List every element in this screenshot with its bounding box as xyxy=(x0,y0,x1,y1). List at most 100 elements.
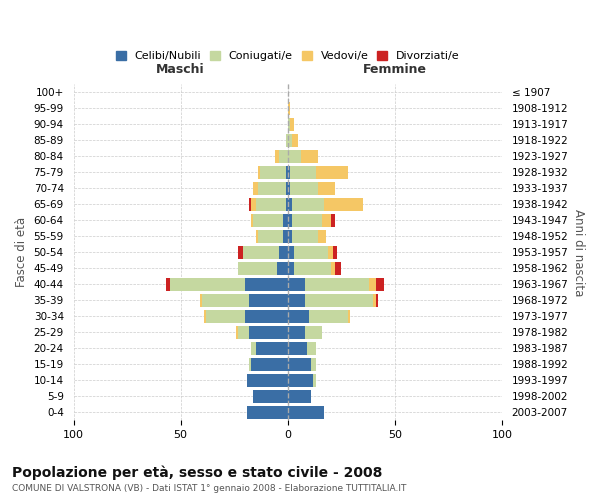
Bar xyxy=(253,182,258,194)
Bar xyxy=(287,342,307,354)
Bar xyxy=(305,294,373,306)
Bar xyxy=(238,262,277,274)
Bar xyxy=(369,278,376,290)
Bar xyxy=(245,278,287,290)
Bar xyxy=(249,294,287,306)
Bar xyxy=(373,294,376,306)
Bar xyxy=(287,358,311,370)
Bar xyxy=(200,294,202,306)
Bar xyxy=(287,150,301,162)
Bar xyxy=(287,102,290,115)
Bar xyxy=(287,262,294,274)
Bar xyxy=(245,310,287,322)
Bar xyxy=(287,230,292,242)
Bar xyxy=(322,214,331,226)
Bar xyxy=(317,230,326,242)
Bar xyxy=(294,246,328,258)
Bar xyxy=(279,150,287,162)
Y-axis label: Fasce di età: Fasce di età xyxy=(15,218,28,288)
Bar xyxy=(307,342,316,354)
Bar xyxy=(286,182,287,194)
Bar xyxy=(258,230,283,242)
Bar xyxy=(376,294,377,306)
Bar xyxy=(290,166,316,178)
Bar xyxy=(238,246,243,258)
Bar xyxy=(311,358,316,370)
Bar xyxy=(256,342,287,354)
Bar xyxy=(287,118,290,130)
Bar xyxy=(253,214,283,226)
Bar xyxy=(316,166,347,178)
Bar xyxy=(287,166,290,178)
Bar xyxy=(287,278,305,290)
Bar xyxy=(249,198,251,210)
Bar xyxy=(292,214,322,226)
Bar xyxy=(287,182,290,194)
Bar xyxy=(258,166,260,178)
Bar xyxy=(287,214,292,226)
Bar xyxy=(309,310,347,322)
Legend: Celibi/Nubili, Coniugati/e, Vedovi/e, Divorziati/e: Celibi/Nubili, Coniugati/e, Vedovi/e, Di… xyxy=(111,46,464,66)
Bar xyxy=(331,262,335,274)
Bar xyxy=(287,326,305,338)
Bar xyxy=(286,134,287,146)
Bar xyxy=(279,246,287,258)
Text: Popolazione per età, sesso e stato civile - 2008: Popolazione per età, sesso e stato civil… xyxy=(12,466,382,480)
Bar xyxy=(313,374,316,386)
Bar xyxy=(204,310,206,322)
Bar xyxy=(347,310,350,322)
Bar xyxy=(287,294,305,306)
Bar xyxy=(292,134,298,146)
Text: COMUNE DI VALSTRONA (VB) - Dati ISTAT 1° gennaio 2008 - Elaborazione TUTTITALIA.: COMUNE DI VALSTRONA (VB) - Dati ISTAT 1°… xyxy=(12,484,406,493)
Bar xyxy=(170,278,245,290)
Bar xyxy=(256,198,286,210)
Bar xyxy=(287,198,292,210)
Bar xyxy=(251,198,256,210)
Bar xyxy=(256,230,258,242)
Bar xyxy=(287,374,313,386)
Bar xyxy=(324,198,362,210)
Bar xyxy=(290,118,294,130)
Text: Femmine: Femmine xyxy=(363,64,427,76)
Bar xyxy=(236,326,238,338)
Bar xyxy=(292,198,324,210)
Bar xyxy=(247,374,287,386)
Bar xyxy=(283,230,287,242)
Bar xyxy=(238,326,249,338)
Bar xyxy=(251,358,287,370)
Y-axis label: Anni di nascita: Anni di nascita xyxy=(572,208,585,296)
Text: Maschi: Maschi xyxy=(156,64,205,76)
Bar xyxy=(376,278,384,290)
Bar xyxy=(206,310,245,322)
Bar xyxy=(243,246,279,258)
Bar xyxy=(287,406,324,418)
Bar xyxy=(253,390,287,402)
Bar xyxy=(292,230,317,242)
Bar xyxy=(247,406,287,418)
Bar xyxy=(277,262,287,274)
Bar xyxy=(301,150,317,162)
Bar xyxy=(335,262,341,274)
Bar xyxy=(251,342,256,354)
Bar xyxy=(294,262,331,274)
Bar xyxy=(202,294,249,306)
Bar xyxy=(328,246,332,258)
Bar xyxy=(166,278,170,290)
Bar xyxy=(290,182,317,194)
Bar xyxy=(331,214,335,226)
Bar xyxy=(287,390,311,402)
Bar xyxy=(305,278,369,290)
Bar xyxy=(249,326,287,338)
Bar xyxy=(283,214,287,226)
Bar xyxy=(275,150,279,162)
Bar xyxy=(258,182,286,194)
Bar xyxy=(286,166,287,178)
Bar xyxy=(287,246,294,258)
Bar xyxy=(317,182,335,194)
Bar xyxy=(305,326,322,338)
Bar xyxy=(286,198,287,210)
Bar xyxy=(287,134,292,146)
Bar xyxy=(251,214,253,226)
Bar xyxy=(287,310,309,322)
Bar xyxy=(249,358,251,370)
